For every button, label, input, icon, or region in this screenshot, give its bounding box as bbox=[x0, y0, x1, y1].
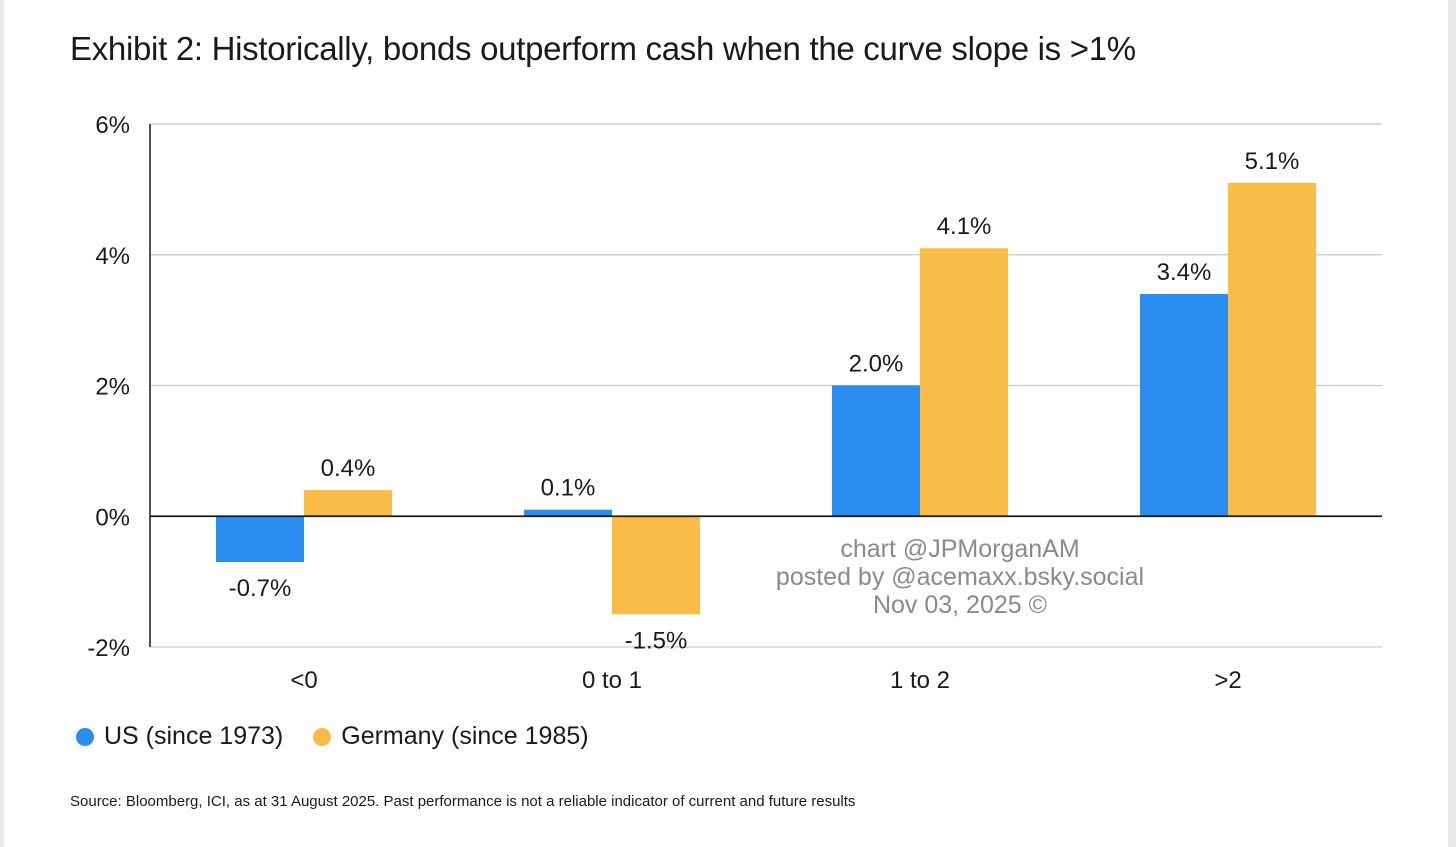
source-note: Source: Bloomberg, ICI, as at 31 August … bbox=[70, 793, 856, 810]
bar-germany-1 bbox=[612, 516, 700, 615]
y-tick-label: 6% bbox=[95, 112, 130, 139]
y-tick-label: 4% bbox=[95, 243, 130, 270]
data-label: 4.1% bbox=[937, 213, 992, 240]
data-label: -1.5% bbox=[625, 627, 688, 654]
data-label: 0.1% bbox=[541, 475, 596, 502]
bar-us-2 bbox=[832, 385, 920, 517]
data-label: 3.4% bbox=[1157, 259, 1212, 286]
watermark-line-3: Nov 03, 2025 © bbox=[872, 591, 1048, 619]
y-tick-label: 0% bbox=[95, 504, 130, 531]
data-label: 5.1% bbox=[1245, 148, 1300, 175]
x-tick-label: <0 bbox=[290, 667, 317, 694]
x-tick-label: >2 bbox=[1214, 667, 1241, 694]
watermark: chart @JPMorganAM posted by @acemaxx.bsk… bbox=[756, 535, 1164, 619]
bar-us-3 bbox=[1140, 293, 1228, 517]
watermark-line-2: posted by @acemaxx.bsky.social bbox=[775, 563, 1145, 591]
legend-swatch-germany bbox=[313, 727, 332, 746]
legend-item-us: US (since 1973) bbox=[76, 722, 283, 751]
data-label: 0.4% bbox=[321, 455, 376, 482]
bar-germany-3 bbox=[1228, 182, 1316, 517]
y-tick-label: -2% bbox=[87, 635, 130, 662]
y-tick-label: 2% bbox=[95, 374, 130, 401]
bar-us-0 bbox=[216, 516, 304, 563]
bar-chart: -2% 0% 2% 4% 6% -0.7% 0.4% <0 0.1% -1.5% 0 to 1 2.0… bbox=[87, 112, 1382, 694]
legend-label-us: US (since 1973) bbox=[104, 722, 284, 750]
bar-germany-0 bbox=[304, 490, 392, 517]
chart-card: Exhibit 2: Historically, bonds outperfor… bbox=[4, 0, 1448, 847]
bar-us-1 bbox=[524, 509, 612, 517]
watermark-line-1: chart @JPMorganAM bbox=[840, 535, 1080, 563]
chart-title: Exhibit 2: Historically, bonds outperfor… bbox=[70, 30, 1136, 67]
legend-swatch-us bbox=[76, 727, 94, 746]
legend: US (since 1973) Germany (since 1985) bbox=[76, 722, 619, 751]
bar-germany-2 bbox=[920, 248, 1008, 517]
legend-item-germany: Germany (since 1985) bbox=[313, 722, 589, 751]
x-tick-label: 1 to 2 bbox=[890, 667, 950, 694]
legend-label-germany: Germany (since 1985) bbox=[341, 722, 589, 750]
x-tick-label: 0 to 1 bbox=[582, 667, 642, 694]
data-label: -0.7% bbox=[229, 575, 292, 602]
data-label: 2.0% bbox=[849, 351, 904, 378]
